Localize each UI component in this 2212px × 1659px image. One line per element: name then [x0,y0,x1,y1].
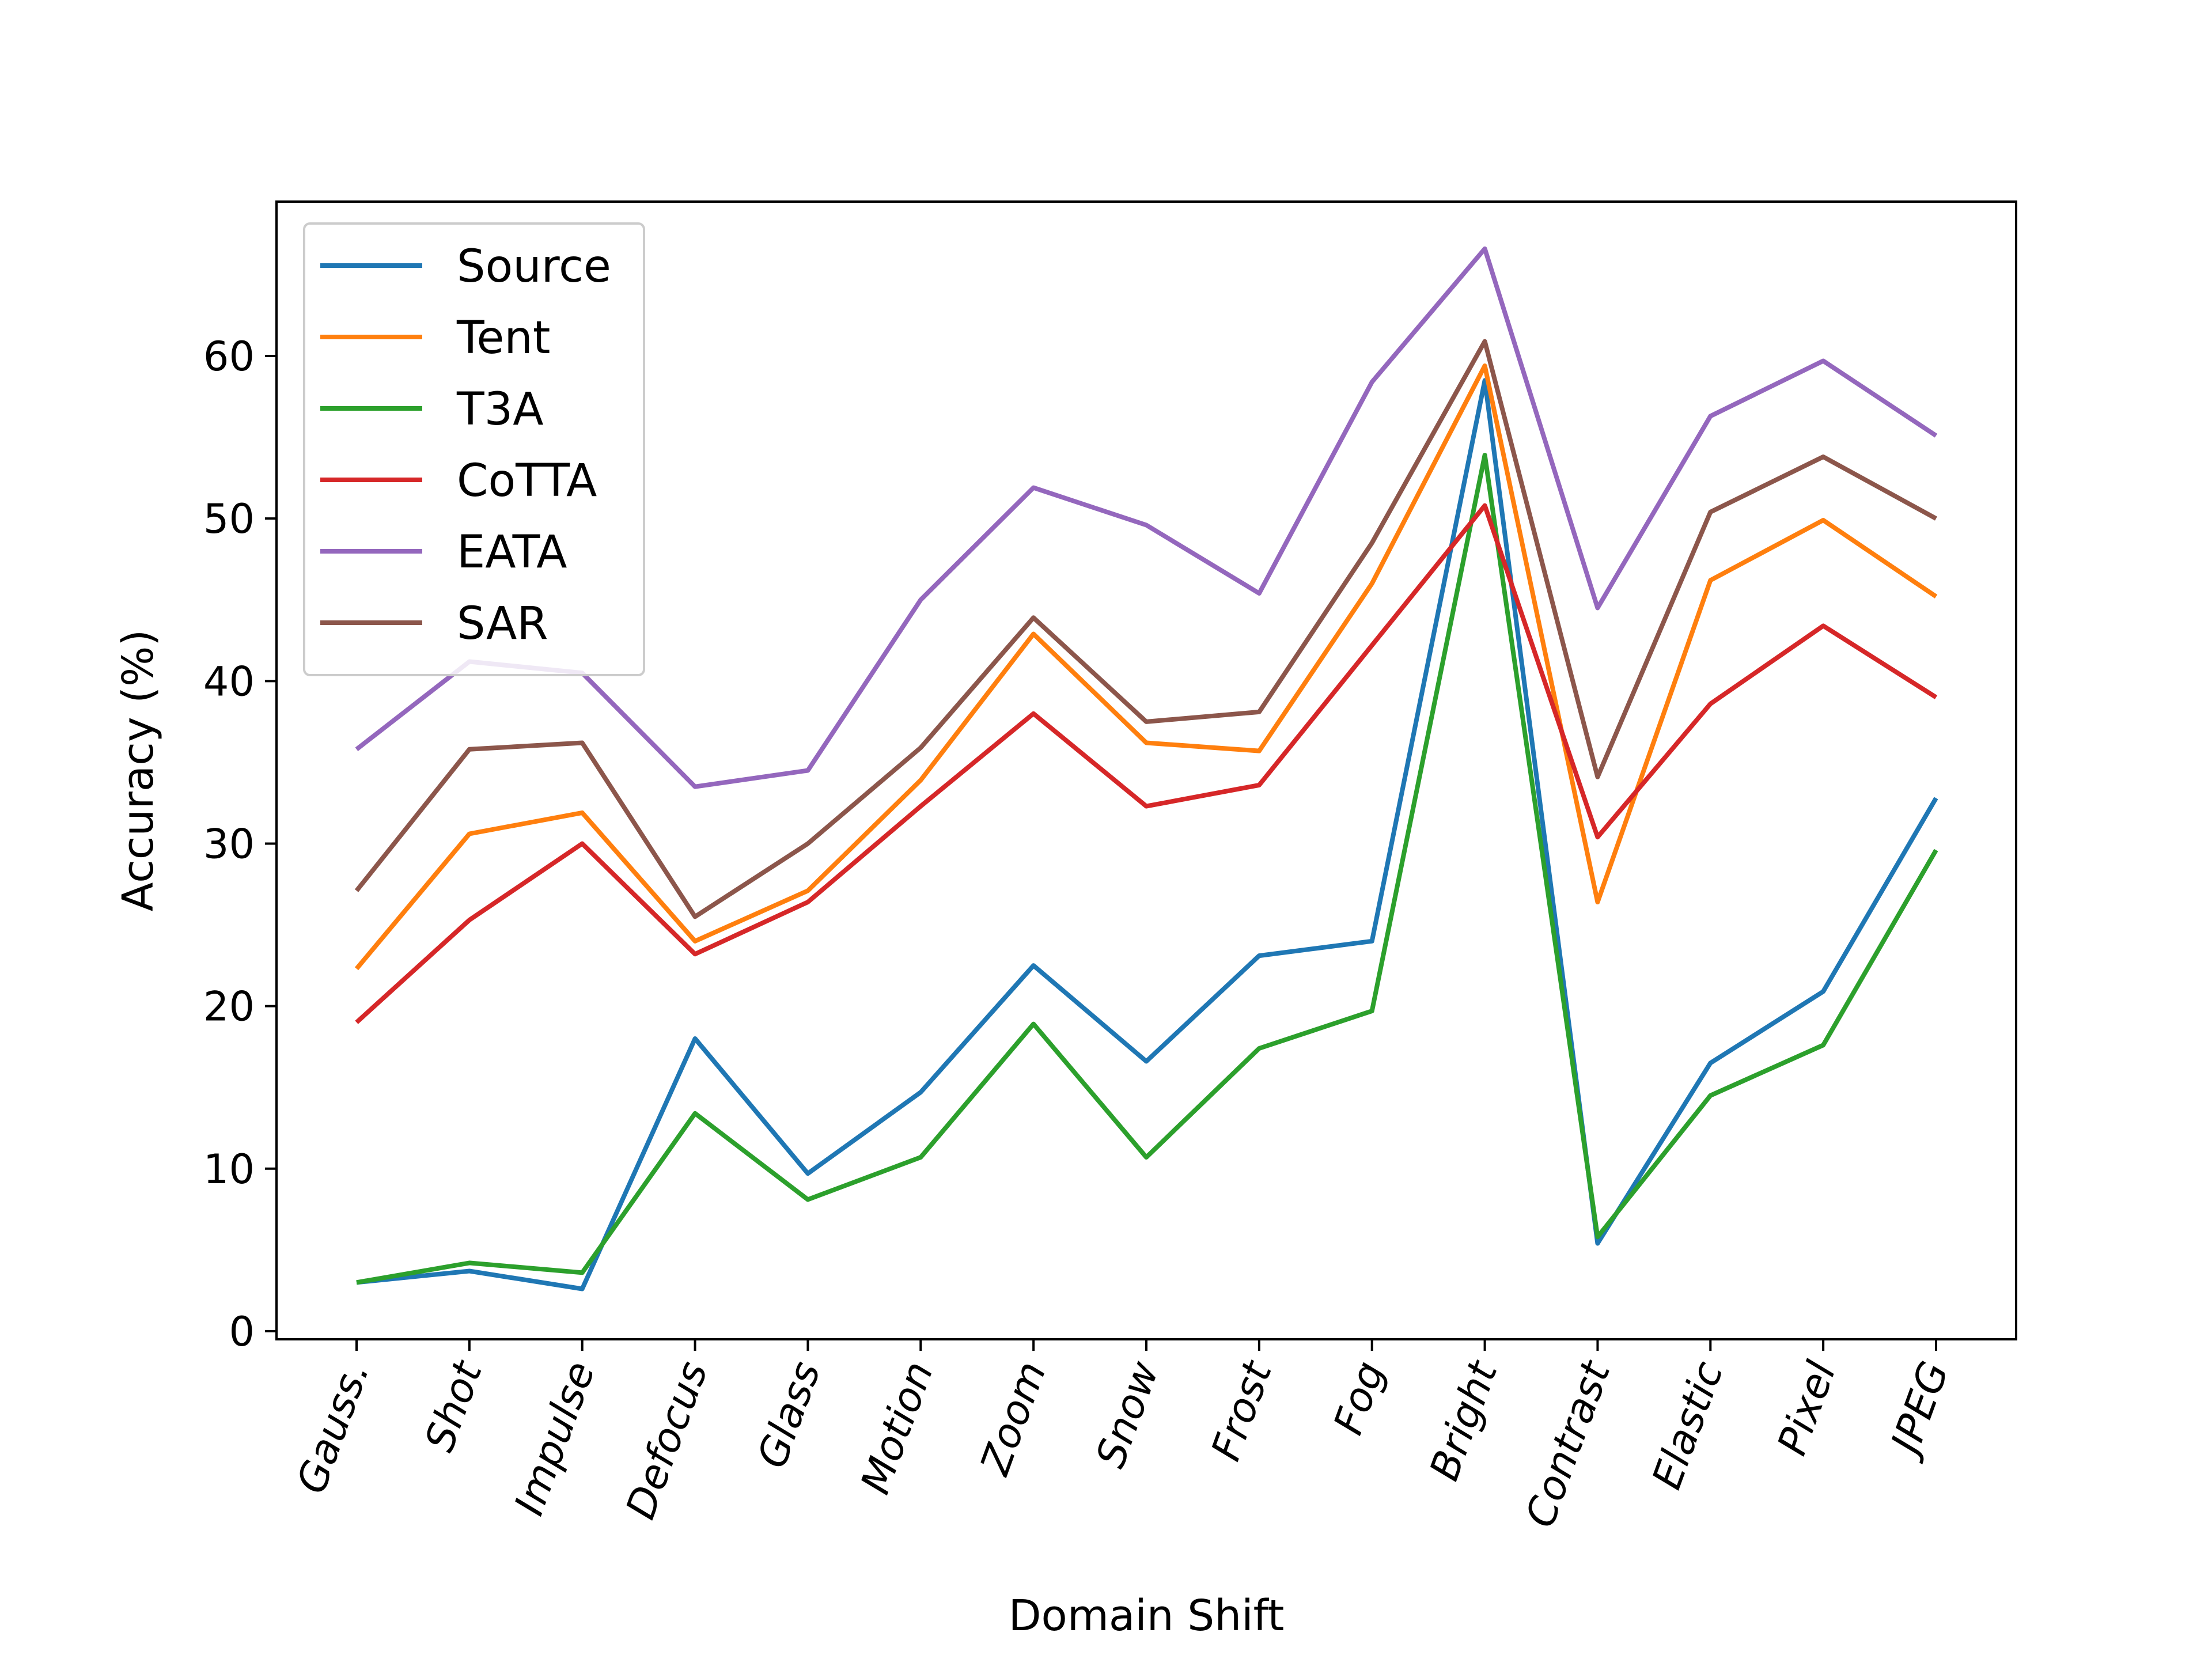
series-line-cotta [355,503,1938,1024]
y-tick-label: 30 [203,820,255,868]
series-line-eata [355,246,1938,789]
x-tick-label: Impulse [505,1355,604,1521]
y-tick-label: 10 [203,1146,255,1193]
legend-label-tent: Tent [456,312,550,364]
x-axis-title: Domain Shift [1009,1591,1285,1641]
x-tick-label: Contrast [1516,1354,1620,1533]
x-tick-label: Pixel [1768,1355,1845,1461]
x-tick-label: Frost [1202,1354,1282,1467]
x-tick-label: Gauss. [287,1355,378,1499]
legend-label-t3a: T3A [456,384,544,435]
legend: Source Tent T3A CoTTA EATA SAR [303,222,645,676]
series-line-t3a [356,453,1938,1285]
series-lines [354,246,1938,1291]
x-tick-label: JPEG [1880,1355,1958,1465]
y-tick-label: 20 [203,983,255,1031]
x-tick-label: Motion [851,1355,942,1500]
x-tick-label: Bright [1421,1354,1508,1486]
x-tick-label: Fog [1324,1355,1394,1441]
x-tick-label: Glass [748,1355,830,1474]
legend-label-eata: EATA [457,527,567,578]
series-line-tent [354,363,1938,971]
y-tick-label: 60 [203,333,255,380]
x-tick-label: Zoom [971,1355,1055,1482]
x-tick-label: Shot [415,1354,491,1457]
y-axis-title: Accuracy (%) [113,630,163,911]
y-tick-label: 50 [203,495,255,543]
series-line-source [356,378,1938,1291]
legend-label-source: Source [457,241,611,293]
legend-label-cotta: CoTTA [457,455,597,507]
legend-label-sar: SAR [457,598,548,650]
x-tick-label: Snow [1086,1355,1168,1474]
series-line-sar [354,339,1937,919]
y-tick-label: 40 [203,658,255,705]
y-tick-label: 0 [229,1308,255,1355]
x-tick-label: Defocus [616,1355,717,1525]
x-tick-label: Elastic [1643,1355,1732,1495]
